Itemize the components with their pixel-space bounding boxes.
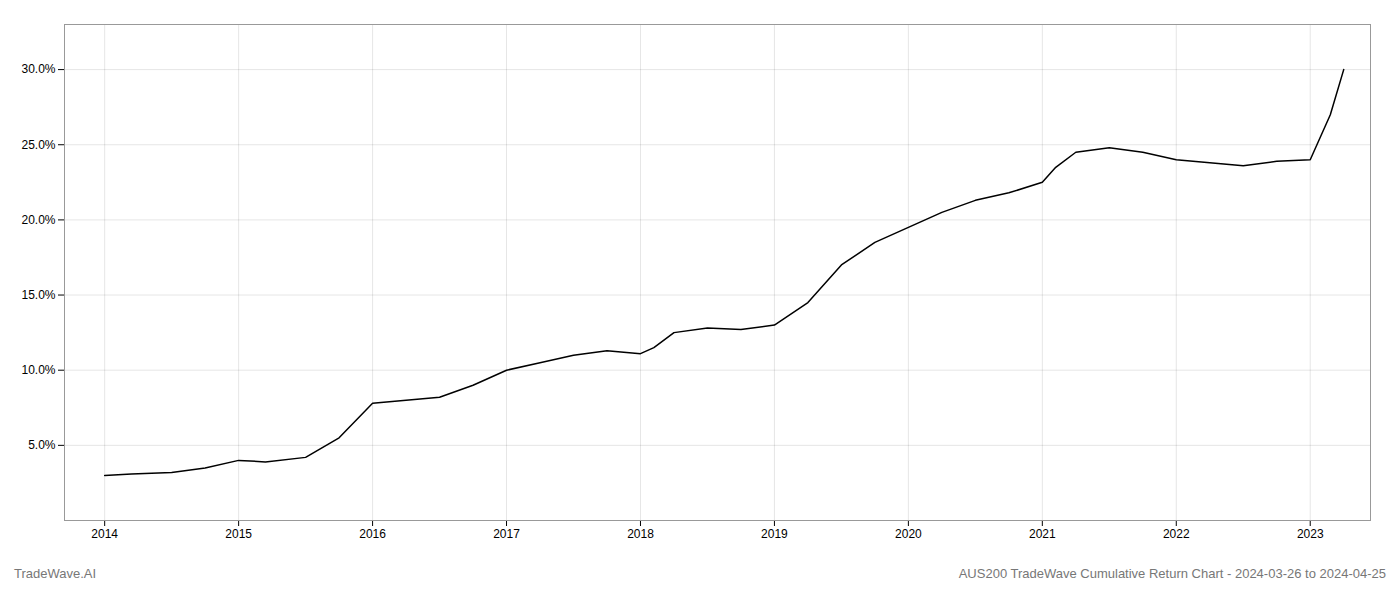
svg-text:2023: 2023 [1297, 527, 1324, 541]
svg-text:15.0%: 15.0% [21, 288, 55, 302]
svg-text:20.0%: 20.0% [21, 213, 55, 227]
svg-text:2015: 2015 [225, 527, 252, 541]
svg-text:2021: 2021 [1029, 527, 1056, 541]
html-text:AUS200 TradeWave Cumulative Re: AUS200 TradeWave Cumulative Return Chart… [958, 566, 1386, 581]
svg-text:2014: 2014 [91, 527, 118, 541]
svg-text:10.0%: 10.0% [21, 363, 55, 377]
svg-text:2017: 2017 [493, 527, 520, 541]
html-text:TradeWave.AI: TradeWave.AI [14, 566, 97, 581]
svg-text:2019: 2019 [761, 527, 788, 541]
svg-text:2018: 2018 [627, 527, 654, 541]
svg-text:2022: 2022 [1163, 527, 1190, 541]
svg-text:2016: 2016 [359, 527, 386, 541]
svg-text:25.0%: 25.0% [21, 138, 55, 152]
svg-text:30.0%: 30.0% [21, 62, 55, 76]
svg-text:5.0%: 5.0% [28, 438, 56, 452]
svg-text:2020: 2020 [895, 527, 922, 541]
